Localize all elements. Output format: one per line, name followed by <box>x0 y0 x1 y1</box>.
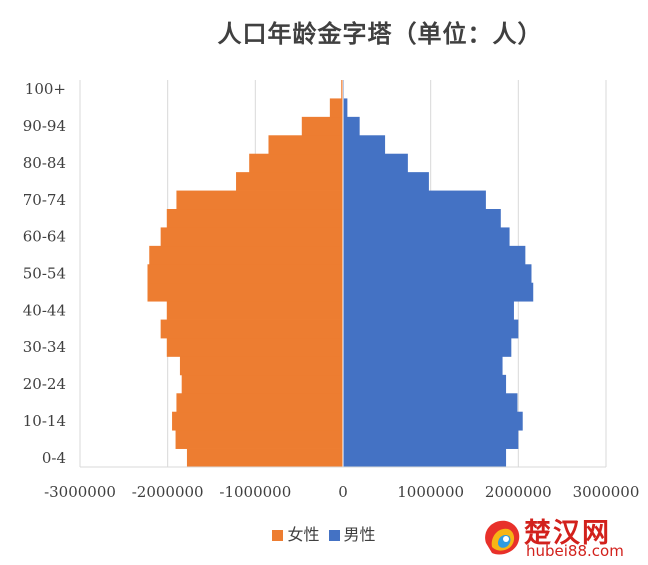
y-tick-label-50-54: 50-54 <box>23 265 66 283</box>
bar-female-70-74 <box>176 190 343 210</box>
bar-male-40-44 <box>343 301 514 320</box>
y-tick-label-70-74: 70-74 <box>23 191 66 209</box>
bar-female-95-99 <box>329 98 343 118</box>
watermark: 楚汉网 hubei88.com <box>482 509 646 563</box>
x-tick-label-6: 3000000 <box>573 483 640 501</box>
legend: 女性 男性 <box>0 521 648 545</box>
bar-female-100+ <box>341 80 343 99</box>
bar-female-5-9 <box>175 430 343 449</box>
bar-male-55-59 <box>343 245 526 265</box>
bar-male-95-99 <box>343 98 348 118</box>
bar-female-35-39 <box>160 319 343 339</box>
bar-male-45-49 <box>343 282 534 302</box>
bar-female-85-89 <box>268 135 343 155</box>
bar-male-10-14 <box>343 411 523 431</box>
bar-male-85-89 <box>343 135 386 155</box>
bar-male-5-9 <box>343 430 519 449</box>
x-tick-label-2: -1000000 <box>219 483 291 501</box>
bar-female-25-29 <box>179 356 343 376</box>
bar-male-35-39 <box>343 319 519 339</box>
legend-item-male: 男性 <box>328 521 376 545</box>
bar-female-60-64 <box>160 227 343 247</box>
bar-female-15-19 <box>176 393 343 413</box>
bar-male-50-54 <box>343 264 532 284</box>
bar-female-75-79 <box>236 172 343 191</box>
bar-female-20-24 <box>181 374 343 394</box>
x-tick-label-5: 2000000 <box>485 483 552 501</box>
watermark-logo-icon <box>485 520 520 555</box>
legend-label-male: 男性 <box>343 525 376 544</box>
bar-male-20-24 <box>343 374 507 394</box>
legend-label-female: 女性 <box>287 525 320 544</box>
x-tick-label-3: 0 <box>338 483 348 501</box>
bar-male-80-84 <box>343 153 408 173</box>
bar-male-60-64 <box>343 227 510 247</box>
bar-female-10-14 <box>172 411 343 431</box>
chart-title: 人口年龄金字塔（单位：人） <box>217 19 543 48</box>
y-tick-label-20-24: 20-24 <box>23 375 66 393</box>
bar-female-55-59 <box>149 245 343 265</box>
legend-item-female: 女性 <box>272 521 319 545</box>
bar-male-70-74 <box>343 190 486 210</box>
bar-male-90-94 <box>343 116 360 136</box>
y-tick-label-40-44: 40-44 <box>23 301 66 319</box>
y-tick-label-30-34: 30-34 <box>23 338 66 356</box>
y-tick-label-90-94: 90-94 <box>23 117 66 135</box>
y-tick-label-80-84: 80-84 <box>23 154 66 172</box>
y-tick-label-0-4: 0-4 <box>42 449 66 467</box>
y-tick-label-60-64: 60-64 <box>23 228 66 246</box>
bar-female-0-4 <box>186 448 343 468</box>
bar-male-25-29 <box>343 356 503 376</box>
bar-female-80-84 <box>249 153 343 173</box>
bar-male-75-79 <box>343 172 429 191</box>
y-tick-label-10-14: 10-14 <box>23 412 66 430</box>
y-tick-label-100+: 100+ <box>25 80 66 98</box>
bar-male-0-4 <box>343 448 507 468</box>
watermark-domain: hubei88.com <box>526 542 624 560</box>
bar-female-50-54 <box>147 264 343 284</box>
bar-male-65-69 <box>343 209 501 228</box>
bar-female-65-69 <box>166 209 343 228</box>
bar-male-15-19 <box>343 393 518 413</box>
bar-male-30-34 <box>343 338 512 357</box>
bar-female-45-49 <box>147 282 343 302</box>
bar-female-30-34 <box>166 338 343 357</box>
x-tick-label-0: -3000000 <box>44 483 116 501</box>
legend-swatch-female <box>272 530 284 541</box>
bar-female-90-94 <box>301 116 343 136</box>
legend-swatch-male <box>328 530 340 541</box>
x-tick-label-1: -2000000 <box>132 483 204 501</box>
bar-female-40-44 <box>166 301 343 320</box>
x-tick-label-4: 1000000 <box>397 483 464 501</box>
watermark-brand: 楚汉网 <box>524 518 611 549</box>
